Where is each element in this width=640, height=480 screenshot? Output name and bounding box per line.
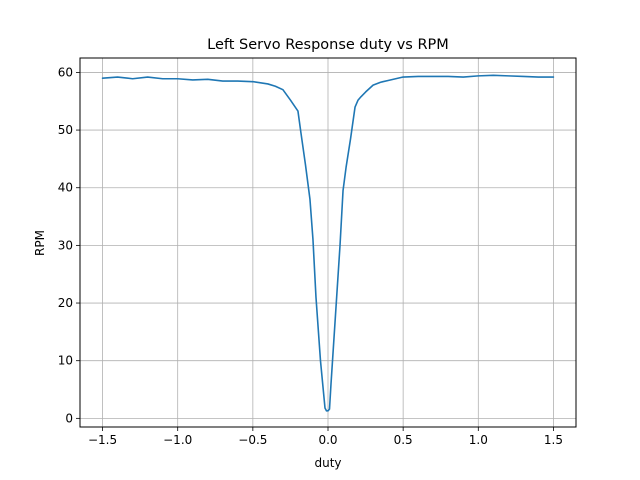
x-tick-label: −0.5 xyxy=(238,433,267,447)
x-axis-label: duty xyxy=(314,456,341,470)
x-tick-label: 0.0 xyxy=(318,433,337,447)
series-layer xyxy=(101,74,555,412)
x-tick-label: 1.5 xyxy=(544,433,563,447)
y-tick-label: 20 xyxy=(58,296,73,310)
y-tick-label: 30 xyxy=(58,238,73,252)
x-axis: −1.5 −1.0 −0.5 0.0 0.5 1.0 1.5 xyxy=(88,427,563,447)
x-tick-label: −1.5 xyxy=(88,433,117,447)
series-line xyxy=(101,74,555,412)
y-tick-label: 50 xyxy=(58,123,73,137)
y-axis: 0 10 20 30 40 50 60 xyxy=(58,65,80,425)
x-tick-label: 1.0 xyxy=(469,433,488,447)
y-axis-label: RPM xyxy=(33,230,47,256)
y-tick-label: 40 xyxy=(58,181,73,195)
x-tick-label: −1.0 xyxy=(163,433,192,447)
grid xyxy=(80,58,576,427)
chart-title: Left Servo Response duty vs RPM xyxy=(207,37,449,53)
y-tick-label: 0 xyxy=(65,411,73,425)
y-tick-label: 10 xyxy=(58,354,73,368)
x-tick-label: 0.5 xyxy=(394,433,413,447)
y-tick-label: 60 xyxy=(58,65,73,79)
